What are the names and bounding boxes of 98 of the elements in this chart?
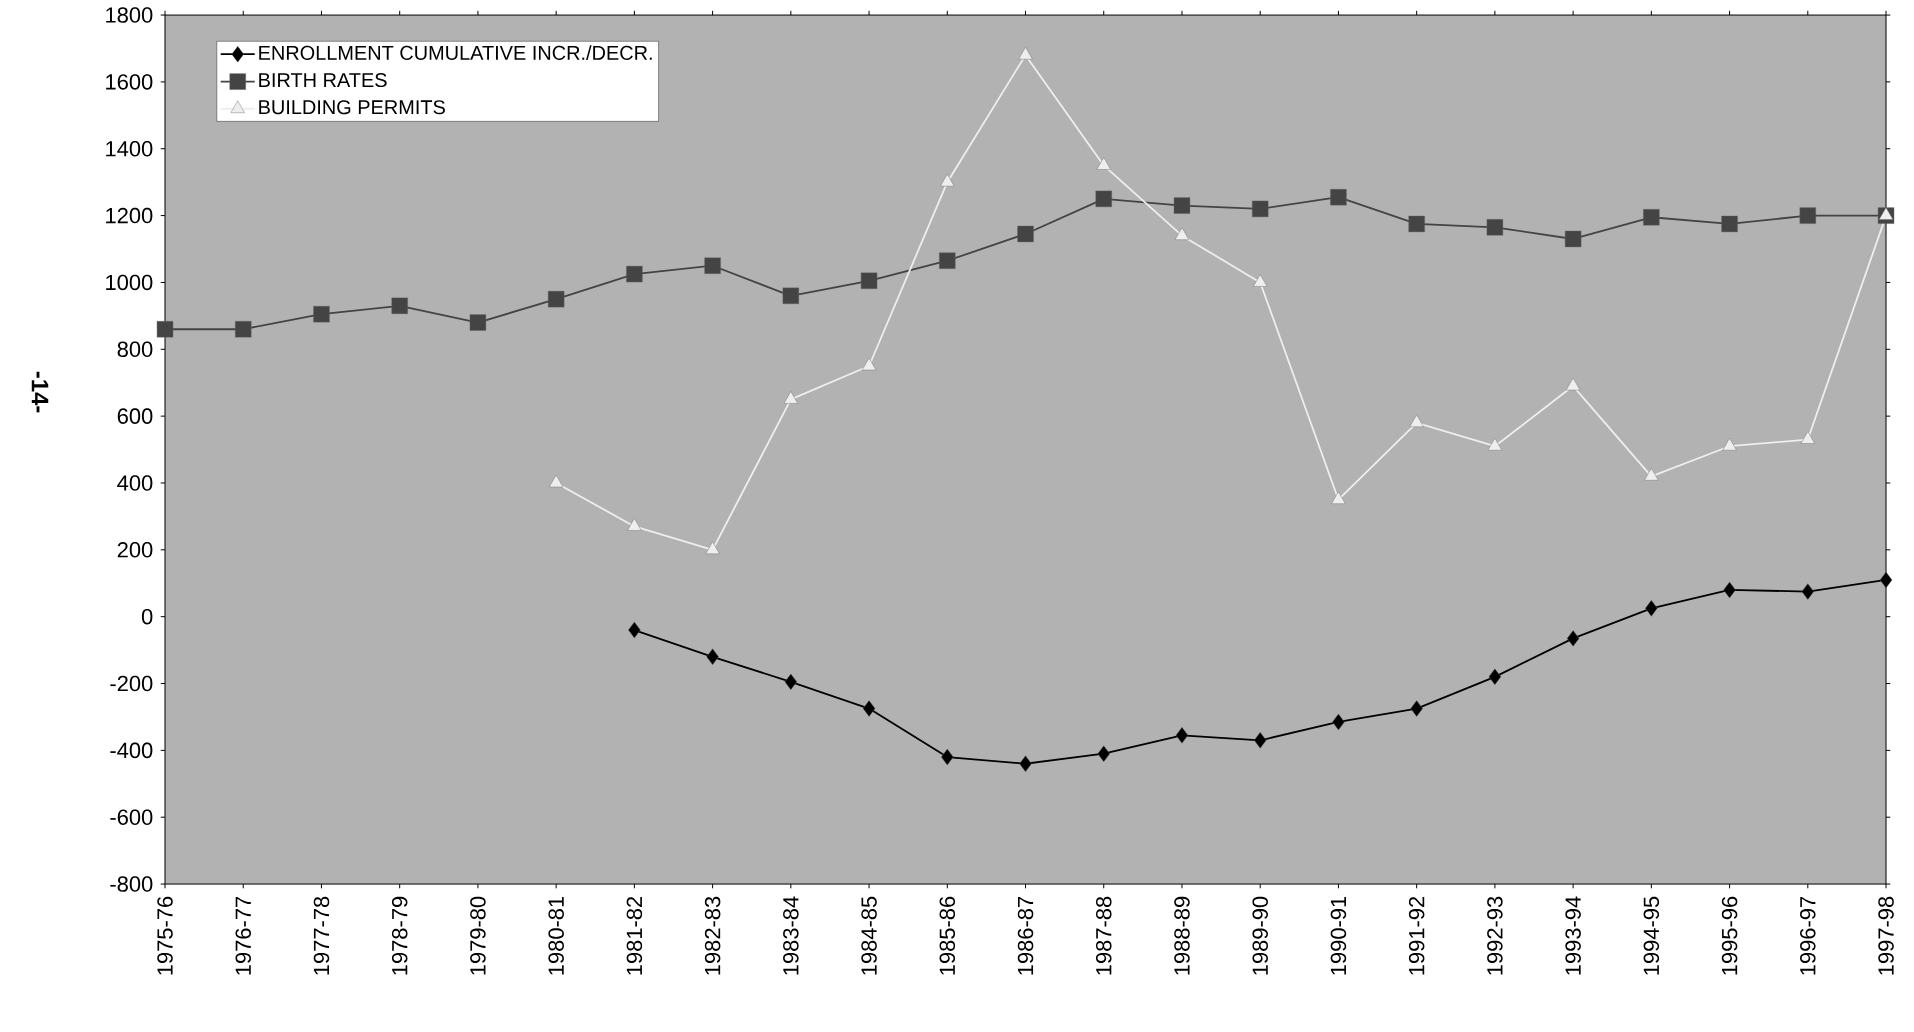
y-tick-label: -200 bbox=[110, 675, 153, 692]
point bbox=[1488, 668, 1502, 685]
point bbox=[1409, 414, 1424, 427]
point bbox=[1017, 225, 1034, 243]
point bbox=[1173, 197, 1191, 214]
x-tick-label: 1982-83 bbox=[704, 896, 721, 975]
point bbox=[235, 321, 252, 338]
y-tick-label: 200 bbox=[117, 542, 153, 558]
point bbox=[1332, 713, 1345, 731]
point bbox=[1254, 732, 1267, 749]
point bbox=[784, 673, 798, 690]
point bbox=[1878, 207, 1894, 220]
point bbox=[1331, 491, 1346, 504]
x-tick-label: 1987-88 bbox=[1095, 896, 1112, 975]
point bbox=[1252, 200, 1269, 218]
point bbox=[706, 648, 719, 665]
point bbox=[782, 287, 799, 304]
point bbox=[705, 541, 720, 554]
point bbox=[1879, 571, 1893, 589]
y-tick-label: 400 bbox=[117, 475, 153, 491]
x-tick-label: 1984-85 bbox=[861, 896, 877, 975]
point bbox=[547, 290, 565, 308]
point bbox=[626, 265, 643, 283]
point bbox=[1408, 215, 1425, 233]
x-tick-label: 1997-98 bbox=[1878, 896, 1894, 975]
x-tick-label: 1978-79 bbox=[391, 896, 408, 975]
point bbox=[1095, 190, 1112, 208]
y-tick-label: -400 bbox=[110, 742, 153, 759]
x-tick-label: 1991-92 bbox=[1408, 896, 1425, 975]
point bbox=[391, 297, 408, 314]
point bbox=[1096, 157, 1111, 170]
point bbox=[1643, 209, 1660, 226]
point bbox=[861, 357, 877, 371]
point bbox=[704, 257, 721, 274]
point bbox=[1018, 46, 1033, 60]
x-tick-label: 1990-91 bbox=[1330, 896, 1347, 975]
point bbox=[549, 474, 564, 488]
point bbox=[156, 321, 174, 338]
point bbox=[1410, 700, 1423, 717]
y-tick-label: -800 bbox=[110, 876, 153, 892]
y-tick-label: 1800 bbox=[106, 7, 153, 23]
point bbox=[628, 621, 641, 639]
point bbox=[469, 314, 487, 331]
point bbox=[1253, 274, 1268, 287]
point bbox=[1019, 755, 1032, 772]
point bbox=[1564, 230, 1582, 248]
y-tick-label: -600 bbox=[110, 809, 153, 825]
point bbox=[1801, 583, 1814, 600]
point bbox=[941, 748, 954, 766]
point bbox=[1644, 468, 1659, 481]
y-tick-label: 1200 bbox=[106, 207, 153, 224]
point bbox=[1175, 727, 1189, 744]
point bbox=[1800, 431, 1815, 444]
x-tick-label: 1981-82 bbox=[626, 896, 643, 975]
point bbox=[783, 391, 798, 404]
point bbox=[939, 252, 956, 269]
point bbox=[1566, 630, 1580, 647]
x-tick-label: 1977-78 bbox=[313, 896, 330, 975]
x-tick-label: 1976-77 bbox=[235, 896, 251, 975]
x-tick-label: 1994-95 bbox=[1643, 896, 1660, 975]
legend-label: ENROLLMENT CUMULATIVE INCR./DECR. bbox=[259, 45, 652, 60]
x-tick-label: 1985-86 bbox=[939, 896, 956, 975]
point bbox=[1097, 745, 1110, 762]
x-tick-label: 1993-94 bbox=[1565, 896, 1581, 975]
point bbox=[627, 518, 642, 531]
point bbox=[1722, 438, 1737, 451]
y-tick-label: 1000 bbox=[106, 274, 153, 291]
x-tick-label: 1995-96 bbox=[1721, 896, 1738, 975]
x-tick-label: 1986-87 bbox=[1017, 896, 1034, 975]
y-tick-label: 800 bbox=[117, 341, 153, 358]
point bbox=[1645, 600, 1658, 617]
point bbox=[1486, 219, 1504, 236]
point bbox=[1330, 189, 1347, 206]
x-tick-label: 1980-81 bbox=[548, 896, 564, 975]
point bbox=[940, 173, 955, 187]
point bbox=[1566, 377, 1581, 391]
x-tick-label: 1988-89 bbox=[1174, 896, 1190, 975]
point bbox=[313, 305, 330, 323]
x-tick-label: 1989-90 bbox=[1252, 896, 1268, 975]
y-tick-label: 1400 bbox=[106, 140, 153, 157]
x-tick-label: 1996-97 bbox=[1800, 896, 1816, 975]
point bbox=[860, 272, 878, 289]
point bbox=[862, 700, 876, 717]
point bbox=[1487, 438, 1502, 451]
y-tick-label: 1600 bbox=[106, 74, 153, 90]
legend-label: BIRTH RATES bbox=[259, 72, 387, 88]
x-tick-label: 1975-76 bbox=[157, 896, 173, 975]
y-tick-label: 0 bbox=[141, 608, 153, 625]
text: -14- bbox=[31, 371, 49, 413]
y-tick-label: 600 bbox=[117, 408, 153, 424]
point bbox=[1174, 227, 1190, 240]
x-tick-label: 1979-80 bbox=[470, 896, 486, 975]
legend-label: BUILDING PERMITS bbox=[259, 100, 445, 115]
x-tick-label: 1992-93 bbox=[1487, 896, 1503, 975]
point bbox=[1721, 215, 1738, 233]
point bbox=[1723, 581, 1736, 599]
point bbox=[1799, 207, 1816, 224]
x-tick-label: 1983-84 bbox=[783, 896, 799, 975]
